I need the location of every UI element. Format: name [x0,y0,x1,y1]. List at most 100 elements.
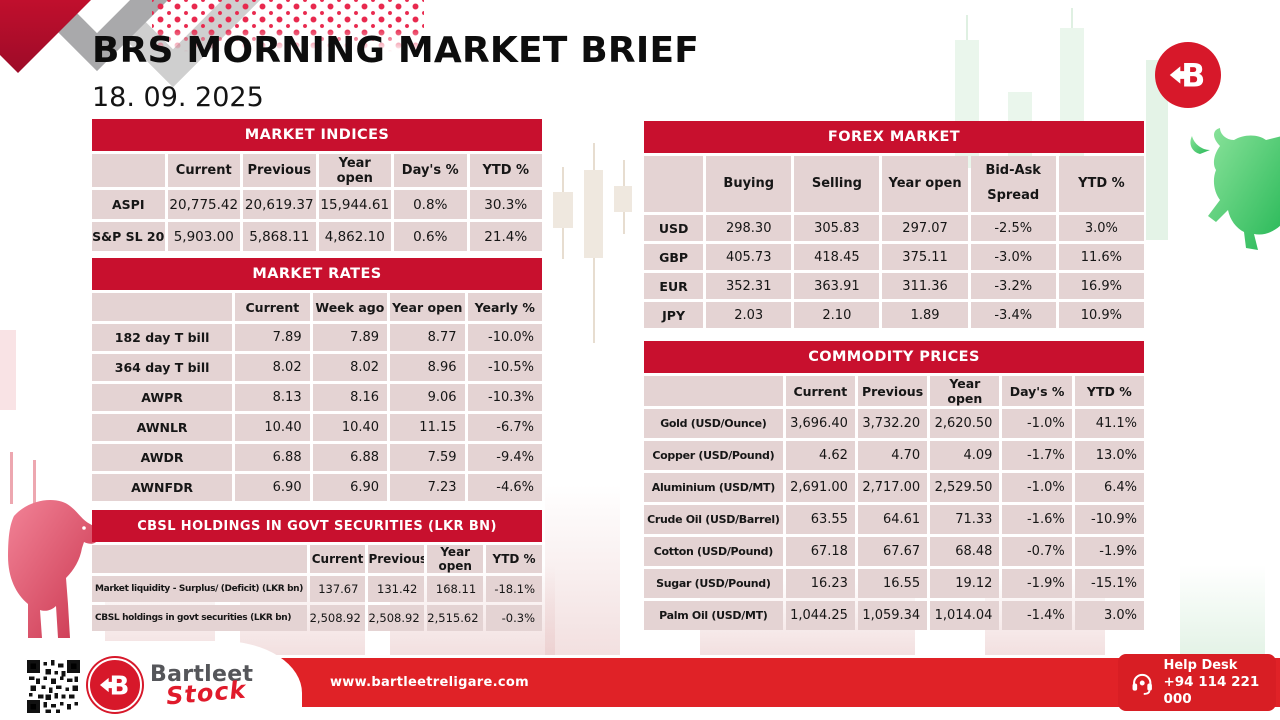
value-cell: 5,903.00 [167,222,240,251]
value-cell: 6.88 [312,444,388,471]
brand-logo: B [88,658,142,712]
row-label: EUR [644,273,704,299]
data-table: Current Week ago Year open Yearly % 182 day … [89,290,545,504]
value-cell: 4.09 [930,441,1000,470]
table-row: Crude Oil (USD/Barrel) 63.55 64.61 71.33 -1.… [644,505,1144,534]
value-cell: 71.33 [930,505,1000,534]
value-cell: -0.3% [486,605,542,631]
value-cell: -1.9% [1002,569,1072,598]
column-header: Selling [794,156,880,212]
column-header: Yearly % [467,293,542,321]
value-cell: 4,862.10 [318,222,391,251]
row-label: GBP [644,244,704,270]
table-row: Copper (USD/Pound) 4.62 4.70 4.09 -1.7% 13.0% [644,441,1144,470]
table-title: MARKET INDICES [92,119,542,151]
candlestick-body [1146,60,1168,240]
row-label: ASPI [92,190,165,219]
value-cell: 352.31 [706,273,792,299]
column-header: YTD % [1074,376,1144,406]
value-cell: -0.7% [1002,537,1072,566]
table-row: AWNFDR 6.90 6.90 7.23 -4.6% [92,474,542,501]
candlestick-wick [10,452,13,504]
row-label: JPY [644,302,704,328]
row-label: Aluminium (USD/MT) [644,473,783,502]
table-row: 182 day T bill 7.89 7.89 8.77 -10.0% [92,324,542,351]
value-cell: -10.9% [1074,505,1144,534]
candlestick-body [1060,28,1084,178]
candlestick-body [553,192,573,228]
row-label: AWNFDR [92,474,233,501]
column-header: Year open [882,156,968,212]
help-desk-label: Help Desk [1163,657,1238,673]
table-row: Market liquidity - Surplus/ (Deficit) (L… [92,576,542,602]
value-cell: 2.03 [706,302,792,328]
value-cell: 6.90 [235,474,310,501]
column-header: Bid-Ask Spread [970,156,1056,212]
value-cell: 1,044.25 [785,601,855,630]
table-row: EUR 352.31 363.91 311.36 -3.2% 16.9% [644,273,1144,299]
help-desk-phone: +94 114 221 000 [1163,673,1260,707]
value-cell: 1,059.34 [857,601,928,630]
value-cell: -3.2% [970,273,1056,299]
qr-code-icon [27,660,80,713]
value-cell: 16.55 [857,569,928,598]
table-row: CBSL holdings in govt securities (LKR bn… [92,605,542,631]
table-row: AWNLR 10.40 10.40 11.15 -6.7% [92,414,542,441]
value-cell: 137.67 [309,576,366,602]
value-cell: -1.4% [1002,601,1072,630]
candlestick-wick [33,460,36,504]
value-cell: 9.06 [390,384,465,411]
value-cell: -15.1% [1074,569,1144,598]
website-link[interactable]: www.bartleetreligare.com [330,675,529,690]
value-cell: 2,508.92 [368,605,425,631]
value-cell: 3.0% [1058,215,1144,241]
column-header: Current [309,545,366,573]
column-header: Week ago [312,293,388,321]
value-cell: 10.9% [1058,302,1144,328]
column-header: Previous [857,376,928,406]
value-cell: 297.07 [882,215,968,241]
value-cell: 20,775.42 [167,190,240,219]
value-cell: 67.67 [857,537,928,566]
page-date: 18. 09. 2025 [92,82,264,113]
column-header [92,293,233,321]
value-cell: 8.13 [235,384,310,411]
headset-icon [1132,673,1152,695]
candlestick-body [584,170,603,258]
table-row: USD 298.30 305.83 297.07 -2.5% 3.0% [644,215,1144,241]
table-row: AWPR 8.13 8.16 9.06 -10.3% [92,384,542,411]
value-cell: 2,508.92 [309,605,366,631]
brand-wordmark: Bartleet Stock [150,662,270,710]
data-table: Current Previous Year open YTD % Market liqu… [89,542,545,634]
column-header [644,376,783,406]
table-row: AWDR 6.88 6.88 7.59 -9.4% [92,444,542,471]
pale-band-decor [545,485,620,655]
column-header: Day's % [1002,376,1072,406]
table-row: Gold (USD/Ounce) 3,696.40 3,732.20 2,620.50… [644,409,1144,438]
row-label: AWPR [92,384,233,411]
value-cell: -1.0% [1002,473,1072,502]
column-header: Buying [706,156,792,212]
value-cell: 2,620.50 [930,409,1000,438]
row-label: AWDR [92,444,233,471]
value-cell: 168.11 [427,576,484,602]
row-label: AWNLR [92,414,233,441]
bull-market-illustration [1190,128,1280,250]
value-cell: 41.1% [1074,409,1144,438]
brand-logo: B [1155,42,1221,108]
column-header: Day's % [394,154,467,187]
candlestick-body [614,186,632,212]
data-table: Current Previous Year open Day's % YTD % Gold… [641,373,1147,633]
page-title: BRS MORNING MARKET BRIEF [92,30,700,71]
row-label: Gold (USD/Ounce) [644,409,783,438]
value-cell: 1,014.04 [930,601,1000,630]
value-cell: 7.59 [390,444,465,471]
value-cell: 3,696.40 [785,409,855,438]
row-label: 364 day T bill [92,354,233,381]
value-cell: 131.42 [368,576,425,602]
footer-band [215,658,1280,707]
value-cell: -2.5% [970,215,1056,241]
table-row: Cotton (USD/Pound) 67.18 67.67 68.48 -0.7% -1… [644,537,1144,566]
candlestick-body [0,330,16,410]
row-label: 182 day T bill [92,324,233,351]
